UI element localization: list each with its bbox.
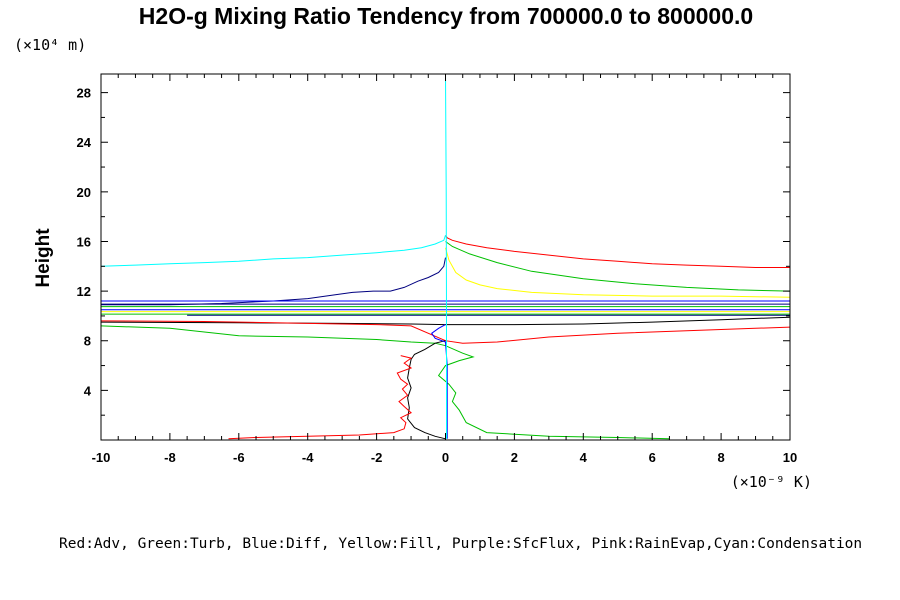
series-line	[100, 316, 791, 326]
series-line	[431, 324, 448, 439]
series-line	[445, 241, 791, 292]
y-tick-label: 24	[77, 135, 92, 150]
y-tick-label: 8	[84, 334, 91, 349]
x-tick-label: 6	[649, 450, 656, 465]
y-tick-labels: 4 8 12 16 20 24 28	[77, 86, 92, 399]
x-tick-label: -2	[371, 450, 383, 465]
y-axis-units: (×10⁴ m)	[14, 36, 86, 54]
y-tick-label: 20	[77, 185, 91, 200]
x-tick-label: -6	[233, 450, 245, 465]
series-line	[407, 340, 446, 440]
series-line	[100, 320, 791, 344]
y-axis-title: Height	[33, 228, 54, 288]
series-line	[445, 235, 790, 268]
legend: Red:Adv, Green:Turb, Blue:Diff, Yellow:F…	[59, 536, 862, 552]
x-tick-label: 8	[717, 450, 724, 465]
y-tick-label: 4	[84, 383, 92, 398]
y-tick-label: 28	[77, 86, 91, 101]
x-tick-labels: -10 -8 -6 -4 -2 0 2 4 6 8 10	[92, 450, 798, 465]
x-tick-label: -4	[302, 450, 314, 465]
plot-series-group	[100, 73, 791, 440]
x-tick-label: 10	[783, 450, 797, 465]
axis-ticks	[100, 74, 791, 440]
x-tick-label: -10	[92, 450, 111, 465]
chart-title: H2O-g Mixing Ratio Tendency from 700000.…	[139, 3, 753, 29]
series-line	[100, 325, 670, 440]
series-line	[445, 73, 447, 439]
x-axis-units: (×10⁻⁹ K)	[731, 473, 812, 491]
x-tick-label: 2	[511, 450, 518, 465]
series-line	[100, 235, 446, 267]
series-line	[101, 257, 446, 306]
series-line	[445, 247, 791, 298]
y-tick-label: 12	[77, 284, 91, 299]
x-tick-label: 0	[442, 450, 449, 465]
y-tick-label: 16	[77, 234, 91, 249]
x-tick-label: 4	[580, 450, 588, 465]
series-line	[228, 355, 413, 440]
x-tick-label: -8	[164, 450, 176, 465]
